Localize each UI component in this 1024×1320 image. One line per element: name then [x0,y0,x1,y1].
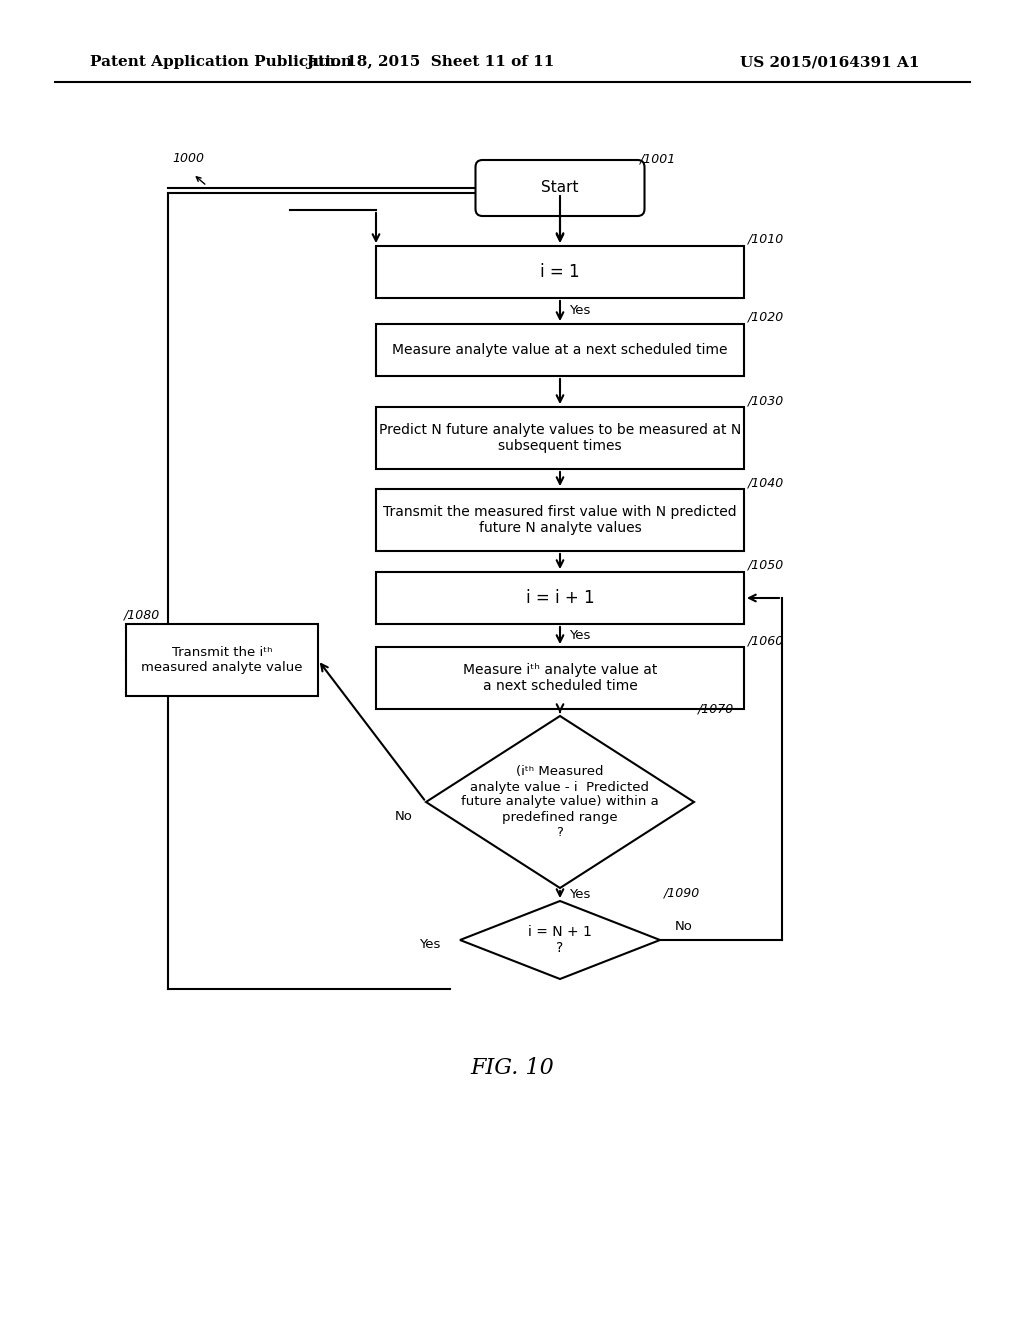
FancyBboxPatch shape [475,160,644,216]
Text: (iᵗʰ Measured
analyte value - i  Predicted
future analyte value) within a
predef: (iᵗʰ Measured analyte value - i Predicte… [461,766,658,838]
Text: Yes: Yes [569,305,591,318]
Bar [376,246,744,298]
Text: /1070: /1070 [698,704,734,715]
Text: Jun. 18, 2015  Sheet 11 of 11: Jun. 18, 2015 Sheet 11 of 11 [306,55,554,69]
Bar [376,488,744,550]
Text: Predict N future analyte values to be measured at N
subsequent times: Predict N future analyte values to be me… [379,422,741,453]
Bar [376,323,744,376]
Text: Measure analyte value at a next scheduled time: Measure analyte value at a next schedule… [392,343,728,356]
Text: i = N + 1
?: i = N + 1 ? [528,925,592,956]
Text: /1001: /1001 [640,153,676,166]
Text: Transmit the iᵗʰ
measured analyte value: Transmit the iᵗʰ measured analyte value [141,645,303,675]
Text: i = i + 1: i = i + 1 [525,589,594,607]
Text: Yes: Yes [569,630,591,642]
Text: /1090: /1090 [664,886,700,899]
Text: US 2015/0164391 A1: US 2015/0164391 A1 [740,55,920,69]
Text: /1030: /1030 [748,393,784,407]
Text: No: No [395,809,413,822]
Text: Measure iᵗʰ analyte value at
a next scheduled time: Measure iᵗʰ analyte value at a next sche… [463,663,657,693]
Text: 1000: 1000 [172,152,204,165]
Text: Start: Start [542,181,579,195]
Text: No: No [675,920,693,932]
Text: Patent Application Publication: Patent Application Publication [90,55,352,69]
Text: Yes: Yes [569,888,591,902]
Bar [376,407,744,469]
Text: FIG. 10: FIG. 10 [470,1057,554,1078]
Text: /1060: /1060 [748,634,784,647]
Bar [376,572,744,624]
Polygon shape [426,715,694,888]
Text: /1050: /1050 [748,558,784,572]
Text: /1020: /1020 [748,312,784,323]
Bar [126,624,318,696]
Text: /1080: /1080 [124,609,160,622]
Bar [376,647,744,709]
Text: Yes: Yes [419,939,440,952]
Text: /1010: /1010 [748,234,784,246]
Text: /1040: /1040 [748,477,784,488]
Polygon shape [460,902,660,979]
Text: Transmit the measured first value with N predicted
future N analyte values: Transmit the measured first value with N… [383,504,737,535]
Text: i = 1: i = 1 [541,263,580,281]
